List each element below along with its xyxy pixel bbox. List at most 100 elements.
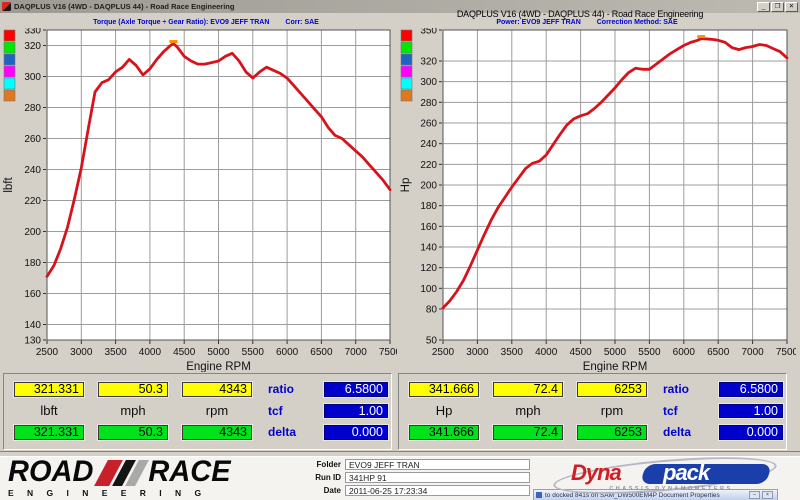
rpm-peak-value: 4343 <box>182 382 252 397</box>
svg-text:5000: 5000 <box>207 347 230 358</box>
svg-text:220: 220 <box>24 196 41 207</box>
speed-unit-label: mph <box>120 403 146 418</box>
restore-button[interactable]: ❐ <box>771 1 784 12</box>
power-unit-label: Hp <box>435 403 453 418</box>
rre-logo-slashes-icon <box>94 459 150 486</box>
svg-text:4000: 4000 <box>535 347 558 358</box>
torque-chart-header: Torque (Axle Torque ÷ Gear Ratio): EVO9 … <box>0 19 412 28</box>
torque-readout-panel: 321.331 50.3 4343 ratio 6.5800 lbft mph … <box>3 373 392 450</box>
ratio-value: 6.5800 <box>324 382 388 397</box>
svg-text:280: 280 <box>24 103 41 114</box>
ratio-label: ratio <box>663 382 690 396</box>
close-button[interactable]: ✕ <box>785 1 798 12</box>
folder-field[interactable]: EVO9 JEFF TRAN <box>345 459 530 470</box>
svg-text:320: 320 <box>24 41 41 52</box>
power-chart-header: Power: EVO9 JEFF TRAN Correction Method: … <box>412 19 762 28</box>
dynapack-word-pack: pack <box>663 460 710 485</box>
tcf-label: tcf <box>268 404 283 418</box>
svg-text:7500: 7500 <box>776 347 796 358</box>
power-corr-label: Correction Method: SAE <box>596 19 678 26</box>
delta-value: 0.000 <box>719 425 783 440</box>
svg-text:200: 200 <box>420 181 437 192</box>
rpm-unit-label: rpm <box>205 403 229 418</box>
torque-plot[interactable]: 2500 3000 3500 4000 4500 5000 5500 6000 6500 7000… <box>0 26 402 374</box>
svg-text:330: 330 <box>24 28 41 37</box>
svg-text:300: 300 <box>24 72 41 83</box>
footer-band: ROAD RACE E N G I N E E R I N G Folder E… <box>0 450 800 500</box>
svg-text:6500: 6500 <box>707 347 730 358</box>
svg-text:240: 240 <box>420 139 437 150</box>
background-window-close-button[interactable]: × <box>762 491 773 499</box>
svg-text:6500: 6500 <box>310 347 333 358</box>
svg-text:4500: 4500 <box>173 347 196 358</box>
svg-text:Engine RPM: Engine RPM <box>186 361 251 372</box>
svg-text:3500: 3500 <box>104 347 127 358</box>
svg-text:140: 140 <box>420 243 437 254</box>
svg-text:260: 260 <box>24 134 41 145</box>
delta-label: delta <box>663 425 692 439</box>
speed-unit-label: mph <box>515 403 541 418</box>
speed-peak-value: 72.4 <box>493 382 563 397</box>
svg-text:160: 160 <box>420 222 437 233</box>
run-id-row: Run ID 341HP 91 <box>305 472 545 483</box>
rre-logo-word-road: ROAD <box>8 455 94 489</box>
delta-value: 0.000 <box>324 425 388 440</box>
svg-text:180: 180 <box>24 258 41 269</box>
svg-text:4000: 4000 <box>139 347 162 358</box>
torque-corr-label: Corr: SAE <box>285 19 319 26</box>
power-header-text: Power: EVO9 JEFF TRAN <box>496 19 581 26</box>
background-window-title: to docked 841s on SAM_DW500EM4P Document… <box>545 491 720 499</box>
svg-text:2500: 2500 <box>432 347 455 358</box>
minimize-button[interactable]: _ <box>757 1 770 12</box>
svg-text:3500: 3500 <box>501 347 524 358</box>
background-window-icon <box>536 492 542 498</box>
torque-unit-label: lbft <box>40 403 58 418</box>
svg-text:6000: 6000 <box>276 347 299 358</box>
svg-text:lbft: lbft <box>3 177 15 193</box>
svg-text:5500: 5500 <box>242 347 265 358</box>
svg-text:3000: 3000 <box>70 347 93 358</box>
tcf-value: 1.00 <box>324 404 388 418</box>
rpm-peak-value: 6253 <box>577 382 647 397</box>
dynapack-subtitle: CHASSIS DYNAMOMETERS <box>609 486 733 492</box>
rre-logo-word-race: RACE <box>148 455 231 489</box>
speed-current-value: 72.4 <box>493 425 563 440</box>
svg-text:320: 320 <box>420 57 437 68</box>
ratio-value: 6.5800 <box>719 382 783 397</box>
svg-text:5500: 5500 <box>638 347 661 358</box>
folder-row: Folder EVO9 JEFF TRAN <box>305 459 545 470</box>
power-chart[interactable]: 2500 3000 3500 4000 4500 5000 5500 6000 6500 7000… <box>398 26 799 374</box>
svg-text:Engine RPM: Engine RPM <box>583 361 648 372</box>
torque-chart[interactable]: 2500 3000 3500 4000 4500 5000 5500 6000 6500 7000… <box>0 26 402 374</box>
page-title: DAQPLUS V16 (4WD - DAQPLUS 44) - Road Ra… <box>456 9 704 19</box>
svg-text:180: 180 <box>420 201 437 212</box>
svg-text:3000: 3000 <box>466 347 489 358</box>
svg-text:130: 130 <box>24 336 41 347</box>
svg-text:7500: 7500 <box>379 347 397 358</box>
torque-header-text: Torque (Axle Torque ÷ Gear Ratio): EVO9 … <box>93 19 270 26</box>
torque-current-value: 321.331 <box>14 425 84 440</box>
svg-text:50: 50 <box>426 336 438 347</box>
window-controls: _ ❐ ✕ <box>757 1 800 12</box>
background-window-minimize-button[interactable]: – <box>749 491 760 499</box>
svg-text:120: 120 <box>420 263 437 274</box>
rpm-current-value: 4343 <box>182 425 252 440</box>
svg-text:240: 240 <box>24 165 41 176</box>
svg-text:200: 200 <box>24 227 41 238</box>
svg-text:80: 80 <box>426 305 438 316</box>
ratio-label: ratio <box>268 382 295 396</box>
tcf-value: 1.00 <box>719 404 783 418</box>
speed-peak-value: 50.3 <box>98 382 168 397</box>
svg-text:300: 300 <box>420 77 437 88</box>
svg-text:280: 280 <box>420 98 437 109</box>
date-field[interactable]: 2011-06-25 17:23:34 <box>345 485 530 496</box>
power-plot[interactable]: 2500 3000 3500 4000 4500 5000 5500 6000 6500 7000… <box>398 26 799 374</box>
run-id-label: Run ID <box>315 473 341 482</box>
svg-text:350: 350 <box>420 28 437 37</box>
app-icon <box>2 2 11 11</box>
run-id-field[interactable]: 341HP 91 <box>345 472 530 483</box>
svg-text:7000: 7000 <box>345 347 368 358</box>
folder-label: Folder <box>316 460 341 469</box>
background-window-titlebar[interactable]: to docked 841s on SAM_DW500EM4P Document… <box>533 489 778 500</box>
